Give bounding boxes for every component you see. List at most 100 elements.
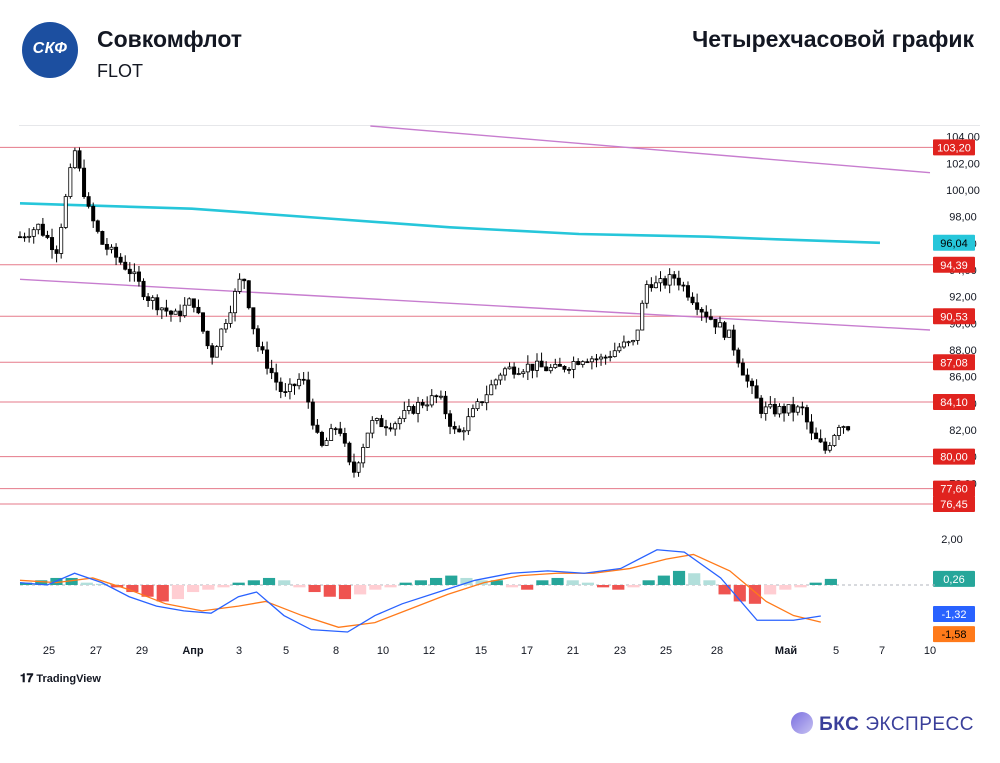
macd-histogram-bar — [338, 585, 352, 600]
ma-value-label-bg — [933, 234, 975, 251]
candle-body — [498, 374, 503, 381]
candle-body — [141, 280, 146, 298]
macd-histogram-bar — [597, 585, 610, 588]
macd-histogram-bar — [308, 585, 321, 593]
price-tick-label: 100,00 — [946, 185, 980, 197]
ma-value-label: 96,04 — [940, 238, 968, 250]
candle-body — [287, 383, 292, 393]
time-tick-label: 5 — [833, 645, 839, 657]
trend-line — [370, 125, 931, 174]
level-label: 90,53 — [940, 311, 968, 323]
macd-histogram-bar — [247, 580, 260, 585]
candle-body — [210, 345, 215, 358]
level-lines — [0, 146, 935, 505]
macd-histogram-bar — [809, 582, 822, 585]
candle-body — [425, 404, 430, 407]
macd-histogram-bar — [505, 585, 519, 588]
macd-histogram-bar — [460, 577, 473, 585]
macd-panel: 2,00 — [19, 534, 963, 633]
candle-body — [278, 381, 283, 392]
candle-body — [846, 426, 851, 431]
candle-body — [201, 312, 206, 332]
trend-line — [19, 278, 931, 331]
tradingview-attribution: 𝟏𝟕 TradingView — [20, 671, 101, 686]
candle-body — [269, 367, 274, 374]
macd-histogram-bar — [35, 580, 48, 585]
macd-histogram-bar — [323, 585, 336, 597]
time-tick-label: 8 — [333, 645, 339, 657]
time-tick-label: 15 — [475, 645, 487, 657]
macd-histogram-bar — [627, 585, 640, 588]
time-tick-label: 17 — [521, 645, 533, 657]
candle-body — [832, 435, 837, 446]
candle-body — [836, 427, 841, 436]
candle-body — [191, 298, 196, 308]
candle-body — [196, 306, 201, 314]
macd-histogram-bar — [369, 585, 382, 590]
time-tick-label: Май — [775, 645, 797, 657]
candle-body — [388, 427, 393, 430]
candle-body — [361, 447, 366, 464]
candle-body — [713, 318, 718, 328]
candle-body — [77, 150, 82, 169]
time-tick-label: 10 — [377, 645, 389, 657]
macd-histogram-bar — [551, 577, 564, 585]
candle-body — [132, 271, 137, 275]
candle-body — [722, 322, 727, 338]
candle-body — [82, 167, 87, 197]
candle-body — [438, 395, 443, 398]
candle-body — [91, 205, 96, 222]
candle-body — [704, 311, 709, 318]
level-label: 80,00 — [940, 452, 968, 464]
candle-body — [791, 404, 796, 413]
macd-histogram-bar — [414, 580, 427, 585]
candle-body — [374, 418, 379, 421]
candle-body — [653, 282, 658, 289]
candle-body — [182, 304, 187, 317]
macd-histogram-bar — [384, 585, 397, 588]
macd-histogram-bar — [521, 585, 534, 590]
macd-histogram-bar — [718, 585, 731, 595]
candle-body — [411, 406, 416, 414]
candle-body — [685, 285, 690, 298]
macd-histogram-bar — [156, 585, 169, 602]
candle-body — [818, 438, 823, 443]
candle-body — [155, 297, 160, 311]
macd-line — [19, 549, 821, 633]
macd-histogram-bar — [217, 585, 230, 588]
candle-body — [667, 274, 672, 286]
candle-body — [699, 308, 704, 313]
candle-body — [589, 358, 594, 363]
candle-body — [782, 406, 787, 414]
candle-body — [457, 428, 462, 433]
time-axis: 25 27 29 Апр 3 5 8 10 12 15 17 21 23 25 28 Май 5 7 10 — [43, 645, 936, 657]
candle-body — [406, 406, 411, 411]
candle-body — [246, 280, 251, 309]
candle-body — [599, 356, 604, 360]
candle-body — [621, 341, 626, 348]
candle-body — [274, 372, 279, 383]
candle-body — [640, 302, 645, 331]
candle-body — [384, 426, 389, 429]
candle-body — [525, 363, 530, 373]
candle-body — [173, 310, 178, 315]
macd-signal-label-bg — [933, 626, 975, 643]
level-label: 103,20 — [937, 142, 971, 154]
level-label-bg — [933, 256, 975, 273]
candle-body — [768, 403, 773, 408]
macd-tick-label: 2,00 — [941, 534, 962, 546]
macd-signal-label: -1,58 — [941, 629, 966, 641]
candle-body — [315, 424, 320, 433]
macd-value-label-bg — [933, 606, 975, 623]
candle-body — [754, 385, 759, 399]
candle-body — [416, 401, 421, 414]
candle-body — [676, 277, 681, 286]
time-tick-label: 7 — [879, 645, 885, 657]
candle-body — [223, 323, 228, 330]
candle-body — [50, 237, 55, 251]
candle-body — [594, 358, 599, 361]
time-tick-label: 25 — [660, 645, 672, 657]
candle-body — [649, 284, 654, 289]
candle-body — [168, 310, 173, 315]
